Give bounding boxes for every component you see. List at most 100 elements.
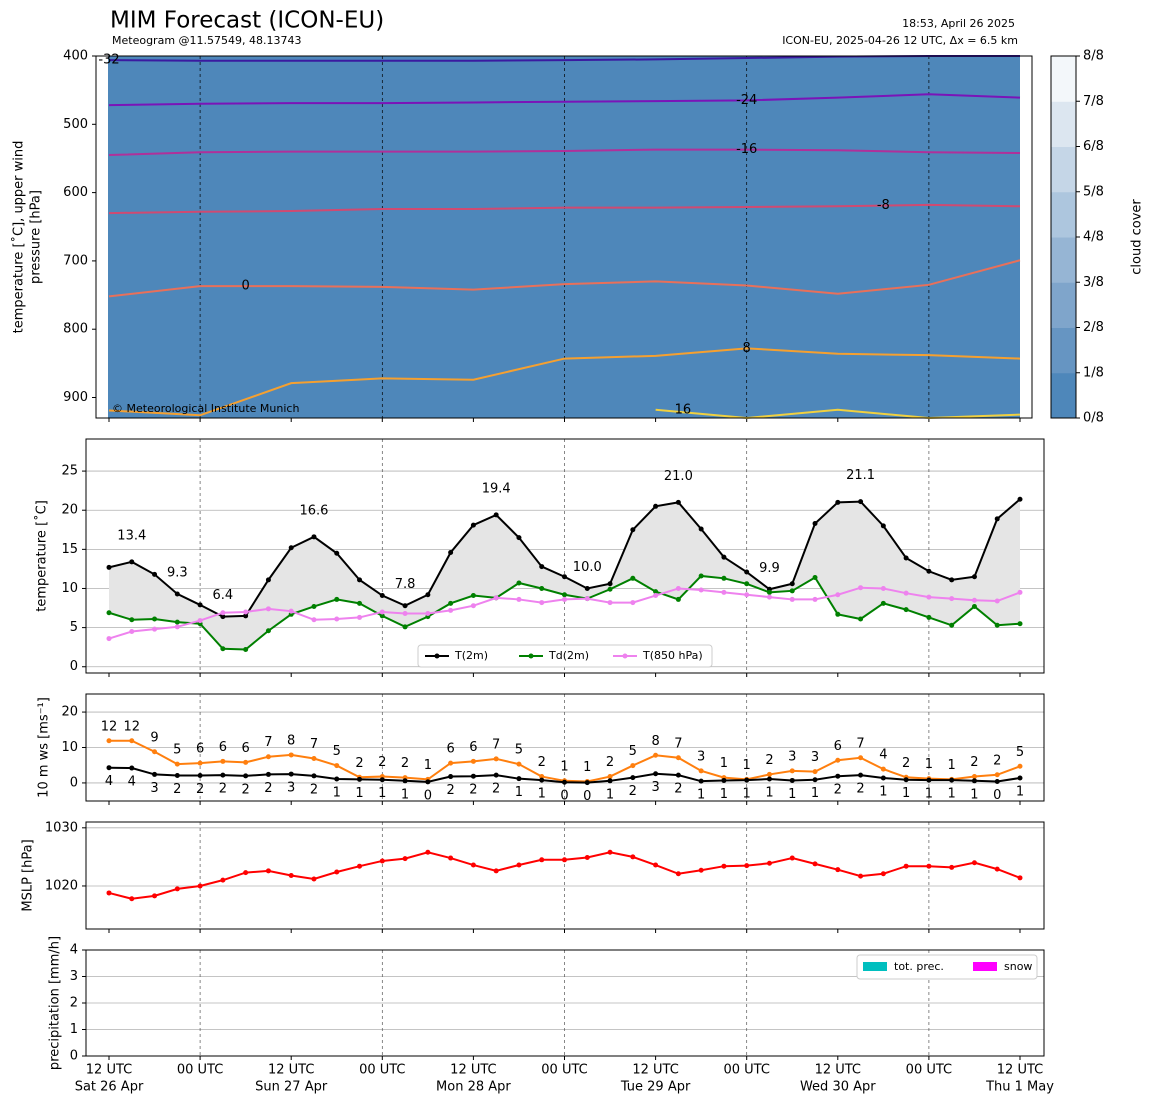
- point: [744, 592, 750, 598]
- point: [1017, 621, 1023, 627]
- colorbar-band: [1051, 101, 1076, 147]
- point: [448, 760, 454, 766]
- isotherm: [108, 93, 1021, 107]
- point: [379, 593, 385, 599]
- point: [402, 778, 408, 784]
- y-tick-label: 0: [70, 659, 78, 674]
- point: [721, 589, 727, 595]
- value-label: 0: [424, 788, 432, 803]
- point: [516, 580, 522, 586]
- colorbar-band: [1051, 282, 1076, 328]
- point: [311, 876, 317, 882]
- value-label: 1: [743, 787, 751, 802]
- value-label: 2: [856, 782, 864, 797]
- colorbar-label: cloud cover: [1130, 199, 1145, 275]
- frame: [85, 693, 1045, 802]
- isotherm-label: 8: [743, 341, 751, 356]
- point: [835, 611, 841, 617]
- point: [106, 738, 112, 744]
- value-label: 2: [310, 782, 318, 797]
- point: [106, 564, 112, 570]
- point: [243, 773, 249, 779]
- value-label: 1: [743, 758, 751, 773]
- point: [653, 589, 659, 595]
- y-tick-label: 2: [70, 996, 78, 1011]
- isotherm: [655, 408, 1021, 420]
- point: [949, 864, 955, 870]
- colorbar-band: [1051, 191, 1076, 238]
- y-axis-label: temperature [˚C]: [34, 500, 50, 612]
- point: [220, 614, 226, 620]
- point: [539, 857, 545, 863]
- point: [607, 600, 613, 606]
- point: [653, 862, 659, 868]
- x-tick-label: 12 UTC: [268, 1063, 314, 1078]
- point: [288, 752, 294, 758]
- y-tick-label: 500: [63, 117, 88, 132]
- y-tick-label: 0: [70, 1049, 78, 1064]
- value-label: 7: [492, 737, 500, 752]
- y-tick-label: 10: [61, 740, 78, 755]
- point: [675, 585, 681, 591]
- point: [425, 592, 431, 598]
- colorbar-band: [1051, 56, 1076, 102]
- value-label: 1: [879, 784, 887, 799]
- value-label: 1: [948, 787, 956, 802]
- value-label: 9: [150, 730, 158, 745]
- point: [174, 761, 180, 767]
- point: [903, 555, 909, 561]
- y-tick-label: 800: [63, 322, 88, 337]
- point: [174, 619, 180, 625]
- isotherm-label: 16: [675, 402, 692, 417]
- point: [812, 777, 818, 783]
- point: [539, 600, 545, 606]
- point: [334, 763, 340, 769]
- legend-marker: [528, 653, 534, 659]
- value-label: 3: [287, 781, 295, 796]
- point: [402, 624, 408, 630]
- point: [1017, 496, 1023, 502]
- point: [994, 772, 1000, 778]
- value-label: 2: [674, 782, 682, 797]
- value-label: 2: [355, 756, 363, 771]
- point: [129, 617, 135, 623]
- value-label: 5: [515, 743, 523, 758]
- point: [971, 778, 977, 784]
- point: [562, 779, 567, 785]
- colorbar-tick-label: 3/8: [1083, 275, 1104, 290]
- colorbar-tick-label: 2/8: [1083, 320, 1104, 335]
- point: [971, 774, 977, 780]
- point: [721, 777, 727, 783]
- timestamp: 18:53, April 26 2025: [902, 17, 1015, 30]
- legend-swatch: [973, 962, 997, 971]
- isotherm-label: -16: [736, 142, 757, 157]
- point: [220, 758, 226, 764]
- frame: [85, 438, 1045, 674]
- point: [607, 581, 613, 587]
- point: [243, 609, 249, 615]
- point: [607, 778, 613, 784]
- point: [197, 772, 203, 778]
- point: [470, 773, 476, 779]
- point: [106, 636, 112, 642]
- value-label: 2: [606, 755, 614, 770]
- value-label: 2: [378, 755, 386, 770]
- x-tick-label: 12 UTC: [997, 1063, 1043, 1078]
- isotherm: [108, 148, 1021, 157]
- point: [539, 564, 545, 570]
- point: [630, 763, 636, 769]
- point: [425, 779, 431, 785]
- y-tick-label: 0: [70, 775, 78, 790]
- y-tick-label: 1030: [45, 820, 78, 835]
- point: [630, 854, 636, 860]
- point: [152, 626, 158, 632]
- point: [516, 535, 522, 541]
- point: [197, 760, 203, 766]
- point: [562, 574, 567, 580]
- value-label: 4: [128, 775, 136, 790]
- value-label: 1: [765, 786, 773, 801]
- point: [994, 622, 1000, 628]
- colorbar-frame: [1050, 55, 1077, 419]
- point: [971, 597, 977, 603]
- colorbar-tick-label: 5/8: [1083, 184, 1104, 199]
